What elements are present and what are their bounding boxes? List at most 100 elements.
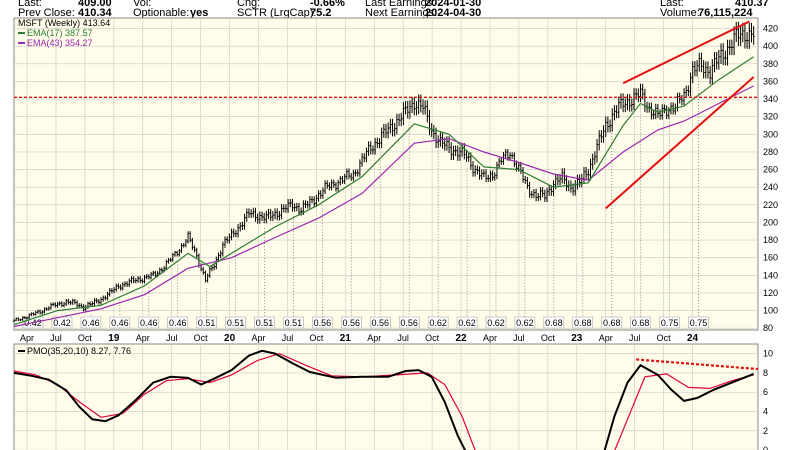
- dividend-box: [427, 316, 449, 329]
- dividend-label: 0.42: [53, 318, 71, 328]
- month-tick-label: Jul: [629, 333, 641, 343]
- month-tick-label: 21: [340, 333, 352, 344]
- price-panel: [13, 17, 759, 331]
- dividend-label: 0.68: [545, 318, 563, 328]
- ohlc-bars: [12, 21, 755, 323]
- pmo-panel-grid: [14, 344, 758, 450]
- month-tick-label: 19: [108, 333, 120, 344]
- dividend-label: 0.51: [285, 318, 303, 328]
- header-chg-value: -0.66%: [310, 0, 345, 9]
- header-sctr-label: SCTR (LrgCap):: [237, 7, 316, 19]
- price-y-tick: 320: [763, 112, 778, 122]
- price-y-tick: 200: [763, 217, 778, 227]
- dividend-label: 0.56: [314, 318, 332, 328]
- header-optionable-label: Optionable:: [133, 7, 189, 19]
- dividend-box: [80, 316, 102, 329]
- price-y-tick: 380: [763, 59, 778, 69]
- price-x-axis: Apr Jul Oct 19 Apr Jul Oct 20 Apr Jul Oct 21 Apr Jul O…: [20, 333, 698, 344]
- dividend-label: 0.62: [516, 318, 534, 328]
- month-tick-label: 20: [224, 333, 236, 344]
- month-tick-label: Apr: [252, 333, 266, 343]
- price-y-tick: 100: [763, 306, 778, 316]
- upper-trendline: [622, 20, 750, 85]
- header-last-label: Last:: [18, 0, 42, 9]
- dividend-label: 0.46: [82, 318, 100, 328]
- price-y-tick: 180: [763, 235, 778, 245]
- price-y-tick: 400: [763, 41, 778, 51]
- dividend-box: [630, 316, 651, 329]
- price-y-tick: 420: [763, 24, 778, 34]
- pmo-y-tick: 10: [763, 349, 773, 359]
- dividend-label: 0.46: [140, 318, 158, 328]
- dividend-box: [167, 316, 188, 329]
- dividend-label: 0.56: [343, 318, 361, 328]
- dividend-box: [283, 316, 304, 329]
- month-tick-label: 22: [455, 333, 467, 344]
- dividend-label: 0.56: [400, 318, 418, 328]
- pmo-y-tick: 2: [763, 426, 768, 436]
- dividend-box: [601, 316, 622, 329]
- price-y-tick: 80: [763, 323, 773, 333]
- dividend-label: 0.68: [632, 318, 650, 328]
- dividend-box: [196, 316, 217, 329]
- price-y-tick: 140: [763, 270, 778, 280]
- pmo-y-tick: 8: [763, 368, 768, 378]
- header-optionable-value: yes: [190, 7, 208, 19]
- header-next-earnings-label: Next Earnings:: [365, 7, 437, 19]
- price-y-tick: 360: [763, 76, 778, 86]
- dividend-box: [485, 316, 507, 329]
- pmo-y-tick: 0: [763, 445, 768, 450]
- dividend-label: 0.56: [371, 318, 389, 328]
- price-y-tick: 160: [763, 253, 778, 263]
- month-tick-label: Oct: [425, 333, 440, 343]
- pmo-y-axis: 0 2 4 6 8 10: [763, 349, 773, 450]
- pmo-y-tick: 4: [763, 407, 768, 417]
- dividend-label: 0.51: [256, 318, 274, 328]
- dividend-box: [659, 316, 680, 329]
- dividend-label: 0.51: [198, 318, 216, 328]
- dividend-box: [312, 316, 333, 329]
- month-tick-label: Apr: [136, 333, 150, 343]
- dividend-box: [543, 316, 565, 329]
- dividend-box: [109, 316, 131, 329]
- header-last2-label: Last:: [660, 0, 684, 9]
- dividend-box: [398, 316, 420, 329]
- dividend-label: 0.75: [690, 318, 708, 328]
- legend-ema43: EMA(43) 354.27: [27, 38, 93, 48]
- header-last2-value: 410.37: [735, 0, 769, 9]
- dividend-label: 0.62: [487, 318, 505, 328]
- price-y-tick: 280: [763, 147, 778, 157]
- header-last-value: 409.00: [78, 0, 112, 9]
- legend-ema17: EMA(17) 387.57: [27, 28, 93, 38]
- month-tick-label: Apr: [367, 333, 381, 343]
- dividend-box: [688, 316, 709, 329]
- dividend-label: 0.68: [603, 318, 621, 328]
- dividend-box: [514, 316, 536, 329]
- pmo-declining-tops-line: [636, 358, 759, 371]
- header-volume-label: Volume:: [660, 7, 700, 19]
- month-tick-label: 23: [571, 333, 583, 344]
- dividend-label: 0.62: [429, 318, 447, 328]
- dividend-box: [370, 316, 391, 329]
- header-prev-close-value: 410.34: [78, 7, 113, 19]
- header-sctr-value: 75.2: [310, 7, 331, 19]
- month-tick-label: Oct: [657, 333, 672, 343]
- header-prev-close-label: Prev Close:: [18, 7, 75, 19]
- month-tick-label: Jul: [282, 333, 294, 343]
- month-tick-label: 24: [687, 333, 699, 344]
- dividend-box: [254, 316, 275, 329]
- price-y-axis: 80 100 120 140 160 180 200 220 240 260 280 300 320 34…: [763, 24, 778, 334]
- pmo-legend: PMO(35,20,10) 8.27, 7.76: [18, 346, 131, 356]
- month-tick-label: Apr: [20, 333, 34, 343]
- dividend-label: 0.68: [574, 318, 592, 328]
- pmo-line: [13, 349, 754, 450]
- header-last-earnings-value: 2024-01-30: [425, 0, 481, 9]
- pmo-y-tick: 6: [763, 387, 768, 397]
- price-y-tick: 340: [763, 94, 778, 104]
- month-tick-label: Jul: [397, 333, 409, 343]
- dividend-label: 0.46: [169, 318, 187, 328]
- header-volume-value: 76,115,224: [698, 7, 753, 19]
- legend-pmo: PMO(35,20,10) 8.27, 7.76: [27, 346, 131, 356]
- month-tick-label: Jul: [513, 333, 525, 343]
